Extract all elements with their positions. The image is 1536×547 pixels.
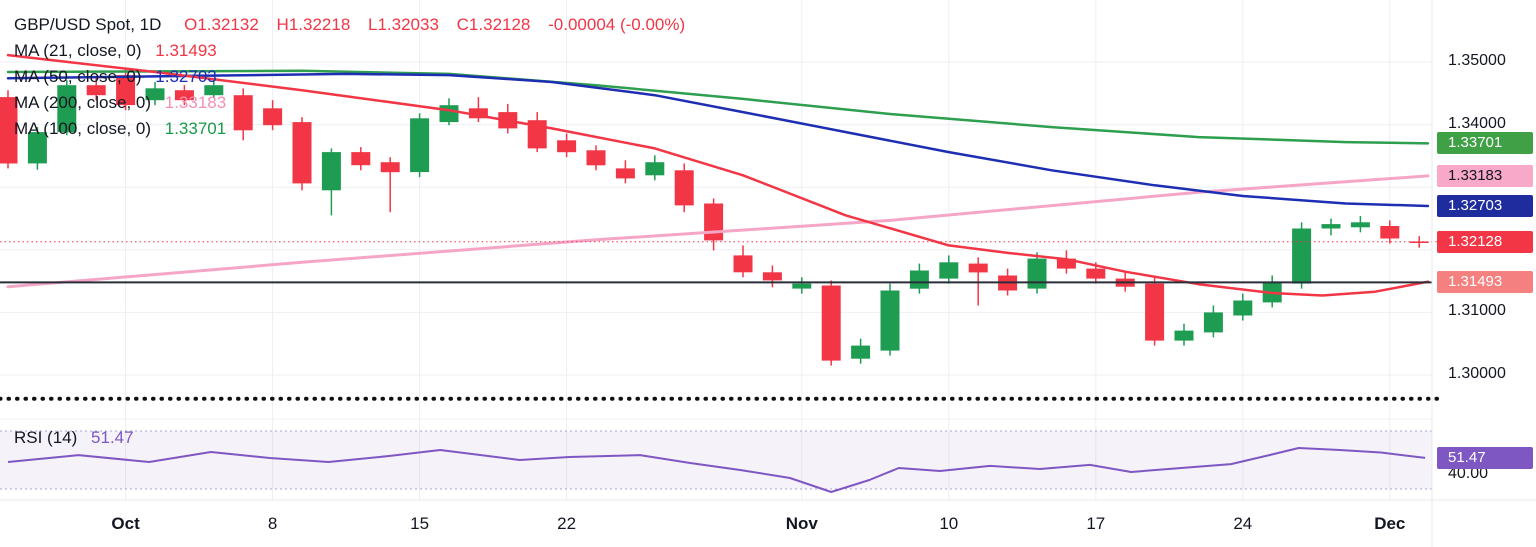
price-axis-label: 1.30000 xyxy=(1448,365,1506,382)
ohlc-change: -0.00004 (-0.00%) xyxy=(548,15,686,34)
time-axis-label: 8 xyxy=(267,514,278,533)
symbol-legend: GBP/USD Spot, 1D O1.32132 H1.32218 L1.32… xyxy=(14,12,698,142)
candle-body xyxy=(410,118,430,173)
candle-body xyxy=(704,203,724,241)
rsi-band xyxy=(0,431,1432,489)
indicator-label: MA (50, close, 0) xyxy=(14,67,142,86)
price-badge: 1.32703 xyxy=(1437,194,1533,217)
candle-body xyxy=(1145,283,1165,341)
rsi-value: 51.47 xyxy=(91,428,134,447)
candle-body xyxy=(615,168,635,179)
candle-body xyxy=(468,108,488,119)
candle-body xyxy=(1233,300,1253,316)
price-axis-label: 1.35000 xyxy=(1448,52,1506,69)
rsi-value-badge: 51.47 xyxy=(1437,446,1533,469)
time-axis-label: Oct xyxy=(111,514,140,533)
candle-body xyxy=(263,108,283,126)
price-axis-label: 1.31000 xyxy=(1448,302,1506,320)
price-badge: 1.31493 xyxy=(1437,270,1533,293)
symbol-row: GBP/USD Spot, 1D O1.32132 H1.32218 L1.32… xyxy=(14,12,698,38)
candle-body xyxy=(645,162,665,176)
indicator-value: 1.33701 xyxy=(164,119,227,138)
candle-body xyxy=(116,75,136,106)
ma-50-line xyxy=(6,72,1430,208)
candle-body xyxy=(1203,312,1223,333)
time-axis-label: 15 xyxy=(410,514,430,533)
candle-body xyxy=(1174,330,1194,341)
indicator-value: 1.33183 xyxy=(164,93,227,112)
candle-body xyxy=(586,150,606,166)
time-axis-label: 24 xyxy=(1233,514,1253,533)
indicator-value: 1.32703 xyxy=(155,67,217,86)
candle-body xyxy=(821,285,841,361)
candle-body xyxy=(204,85,224,96)
indicator-label: MA (200, close, 0) xyxy=(14,93,152,112)
time-axis-label: 17 xyxy=(1086,514,1106,533)
candle-body xyxy=(909,270,929,289)
candle-body xyxy=(939,262,959,279)
candle-body xyxy=(0,97,18,164)
indicator-row-ma200[interactable]: MA (200, close, 0) 1.33183 xyxy=(14,90,698,116)
candle-body xyxy=(733,255,753,273)
time-axis-label: 22 xyxy=(557,514,577,533)
candle-body xyxy=(174,90,194,101)
candle-body xyxy=(1380,226,1400,239)
candle-body xyxy=(880,290,900,351)
candle-body xyxy=(1321,224,1341,229)
price-badge: 1.33183 xyxy=(1437,164,1533,187)
price-axis[interactable]: 1.35000 1.34000 1.31000 1.30000 40.00 1.33701… xyxy=(1432,0,1536,547)
ohlc-high: H1.32218 xyxy=(276,15,351,34)
candle-body xyxy=(27,132,47,164)
indicator-label: MA (21, close, 0) xyxy=(14,41,142,60)
indicator-row-ma50[interactable]: MA (50, close, 0) 1.32703 xyxy=(14,64,698,90)
symbol-title[interactable]: GBP/USD Spot, 1D xyxy=(14,15,162,34)
ohlc-close: C1.32128 xyxy=(456,15,531,34)
time-axis-label: 10 xyxy=(939,514,959,533)
candle-body xyxy=(1292,228,1312,284)
ma-100-line xyxy=(6,69,1430,145)
time-axis[interactable]: Oct 8 15 22 Nov 10 17 24 Dec xyxy=(0,500,1536,547)
ma-200-line xyxy=(6,174,1430,289)
candle-body xyxy=(968,263,988,273)
candle-body xyxy=(233,95,253,131)
candle-body xyxy=(380,162,400,173)
indicator-value: 1.31493 xyxy=(155,41,217,60)
price-axis-label: 1.34000 xyxy=(1448,114,1506,132)
candle-body xyxy=(351,152,371,166)
candle-body xyxy=(321,152,341,191)
candle-body xyxy=(1350,222,1370,228)
indicator-label: MA (100, close, 0) xyxy=(14,119,152,138)
candle-body xyxy=(1056,258,1076,269)
candle-body xyxy=(1086,268,1106,279)
candle-body xyxy=(57,85,77,133)
indicator-row-ma21[interactable]: MA (21, close, 0) 1.31493 xyxy=(14,38,698,64)
candle-body xyxy=(762,272,782,281)
ohlc-low: L1.32033 xyxy=(368,15,439,34)
candle-body xyxy=(1027,258,1047,289)
ma-21-line xyxy=(6,53,1430,297)
candle-body xyxy=(1409,241,1429,243)
candle-body xyxy=(86,85,106,96)
candle-body xyxy=(145,88,165,101)
rsi-line xyxy=(7,447,1426,493)
price-badge: 1.32128 xyxy=(1437,230,1533,253)
time-axis-label: Dec xyxy=(1374,514,1406,533)
time-axis-label: Nov xyxy=(785,514,818,533)
ohlc-open: O1.32132 xyxy=(184,15,259,34)
price-badge: 1.33701 xyxy=(1437,132,1533,155)
candle-body xyxy=(557,140,577,153)
rsi-legend[interactable]: RSI (14) 51.47 xyxy=(14,428,134,448)
candle-body xyxy=(292,122,312,184)
rsi-label: RSI (14) xyxy=(14,428,78,447)
indicator-row-ma100[interactable]: MA (100, close, 0) 1.33701 xyxy=(14,116,698,142)
candle-body xyxy=(851,345,871,359)
candle-body xyxy=(674,170,694,206)
candle-body xyxy=(792,283,812,289)
